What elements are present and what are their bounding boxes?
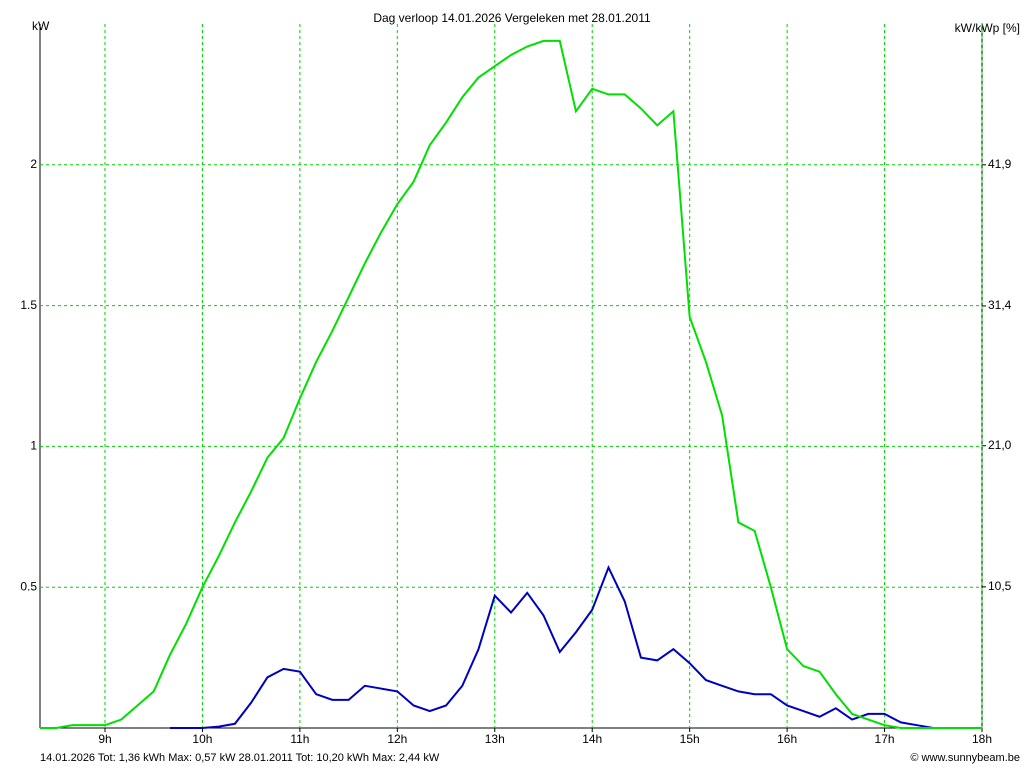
y-axis-label: kW (32, 19, 50, 33)
y-tick-label: 0.5 (20, 579, 37, 593)
legend-entry: 14.01.2026 Tot: 1,36 kWh Max: 0,57 kW (40, 752, 236, 764)
x-tick-label: 10h (192, 732, 212, 746)
copyright: © www.sunnybeam.be (910, 752, 1020, 764)
x-tick-label: 9h (98, 732, 111, 746)
x-tick-label: 11h (290, 732, 309, 746)
chart-title: Dag verloop 14.01.2026 Vergeleken met 28… (373, 11, 651, 25)
legend-entry: 28.01.2011 Tot: 10,20 kWh Max: 2,44 kW (238, 752, 439, 764)
x-tick-label: 12h (387, 732, 407, 746)
y2-tick-label: 41,9 (988, 157, 1012, 171)
x-tick-label: 14h (582, 732, 602, 746)
y-tick-label: 2 (30, 157, 37, 171)
data-line (169, 564, 982, 729)
y-tick-label: 1 (30, 439, 37, 453)
x-tick-label: 17h (875, 732, 895, 746)
y2-axis-label: kW/kWp [%] (955, 21, 1020, 35)
x-tick-label: 15h (680, 732, 700, 746)
y-tick-label: 1.5 (20, 298, 37, 312)
data-line (40, 39, 982, 729)
y2-tick-label: 10,5 (988, 579, 1012, 593)
x-tick-label: 18h (972, 732, 992, 746)
y2-tick-label: 31,4 (988, 298, 1012, 312)
x-tick-label: 16h (777, 732, 797, 746)
y2-tick-label: 21,0 (988, 438, 1012, 452)
x-tick-label: 13h (485, 732, 505, 746)
